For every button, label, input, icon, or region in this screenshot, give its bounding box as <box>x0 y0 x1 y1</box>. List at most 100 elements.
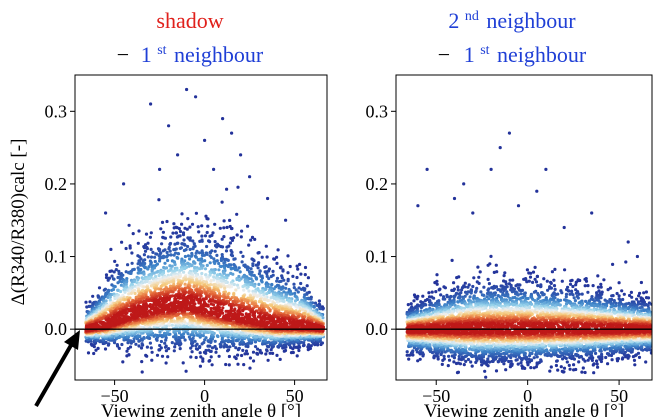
data-point <box>163 236 167 240</box>
data-point <box>225 187 229 191</box>
data-point <box>136 241 140 245</box>
data-point <box>295 354 299 358</box>
data-point <box>208 240 212 244</box>
data-point <box>208 234 212 238</box>
data-point <box>148 276 152 281</box>
data-point <box>164 344 168 348</box>
data-point <box>241 309 245 313</box>
data-point <box>257 282 261 286</box>
data-point <box>119 298 123 302</box>
data-point <box>268 309 272 313</box>
data-point <box>128 246 132 250</box>
data-point <box>183 266 187 271</box>
data-point <box>153 259 157 264</box>
data-point <box>196 225 200 229</box>
data-point <box>143 280 147 284</box>
data-point <box>154 274 158 279</box>
data-point <box>249 267 253 271</box>
data-point <box>167 298 171 302</box>
data-point <box>139 263 143 267</box>
data-point <box>275 279 279 283</box>
data-point <box>229 226 234 231</box>
data-point <box>145 345 149 349</box>
data-point <box>241 275 245 279</box>
data-point <box>258 348 262 353</box>
data-point <box>95 333 99 337</box>
data-point <box>144 353 148 357</box>
data-point <box>125 349 129 353</box>
data-point <box>227 338 231 343</box>
data-point <box>229 317 233 321</box>
data-point <box>127 353 131 357</box>
data-point <box>213 249 217 253</box>
data-point <box>251 350 256 354</box>
data-point <box>158 259 162 263</box>
data-point <box>206 224 210 228</box>
data-point <box>158 167 162 171</box>
data-point <box>182 332 186 336</box>
data-point <box>247 289 251 293</box>
data-point <box>172 253 176 257</box>
data-point <box>253 284 257 288</box>
data-point <box>175 241 179 245</box>
data-point <box>160 354 165 358</box>
data-point <box>112 341 117 345</box>
data-point <box>160 272 164 276</box>
data-point <box>209 279 213 283</box>
data-point <box>132 280 136 284</box>
data-point <box>300 287 304 291</box>
data-point <box>104 311 108 315</box>
data-point <box>270 304 274 308</box>
data-point <box>195 342 199 346</box>
data-point <box>192 281 196 285</box>
data-point <box>268 351 272 355</box>
data-point <box>218 264 222 268</box>
data-point <box>201 357 205 361</box>
data-point <box>209 355 213 359</box>
data-point <box>237 266 241 270</box>
data-point <box>246 301 250 305</box>
panel-right-title-ordinal-sup: nd <box>465 9 479 24</box>
data-point <box>297 344 301 348</box>
data-point <box>272 257 276 261</box>
data-point <box>168 332 172 336</box>
data-point <box>255 294 259 298</box>
data-point <box>204 348 208 353</box>
data-point <box>84 300 88 304</box>
data-point <box>180 212 184 216</box>
data-point <box>229 267 233 271</box>
data-point <box>208 344 212 348</box>
data-point <box>149 102 153 106</box>
data-point <box>103 287 107 291</box>
data-point <box>240 260 244 264</box>
data-point <box>224 362 228 367</box>
data-point <box>187 335 191 339</box>
data-point <box>256 251 260 255</box>
data-point <box>137 325 141 329</box>
data-point <box>136 295 140 299</box>
data-point <box>140 342 144 346</box>
data-point <box>281 269 285 273</box>
data-point <box>218 226 222 230</box>
data-point <box>220 340 224 344</box>
data-point <box>269 274 273 279</box>
data-point <box>104 273 109 277</box>
data-point <box>213 344 217 349</box>
data-point <box>224 273 228 277</box>
data-point <box>168 249 172 253</box>
data-point <box>236 362 240 366</box>
data-point <box>128 345 133 349</box>
data-point <box>190 222 195 226</box>
data-point <box>194 95 198 99</box>
data-point <box>125 277 129 281</box>
data-point <box>146 241 150 245</box>
data-point <box>124 282 128 287</box>
data-point <box>275 300 279 304</box>
data-point <box>155 252 159 256</box>
data-point <box>286 279 290 283</box>
data-point <box>271 269 275 273</box>
data-point <box>177 338 181 342</box>
data-point <box>191 239 195 243</box>
data-point <box>284 282 288 286</box>
data-point <box>174 231 178 235</box>
